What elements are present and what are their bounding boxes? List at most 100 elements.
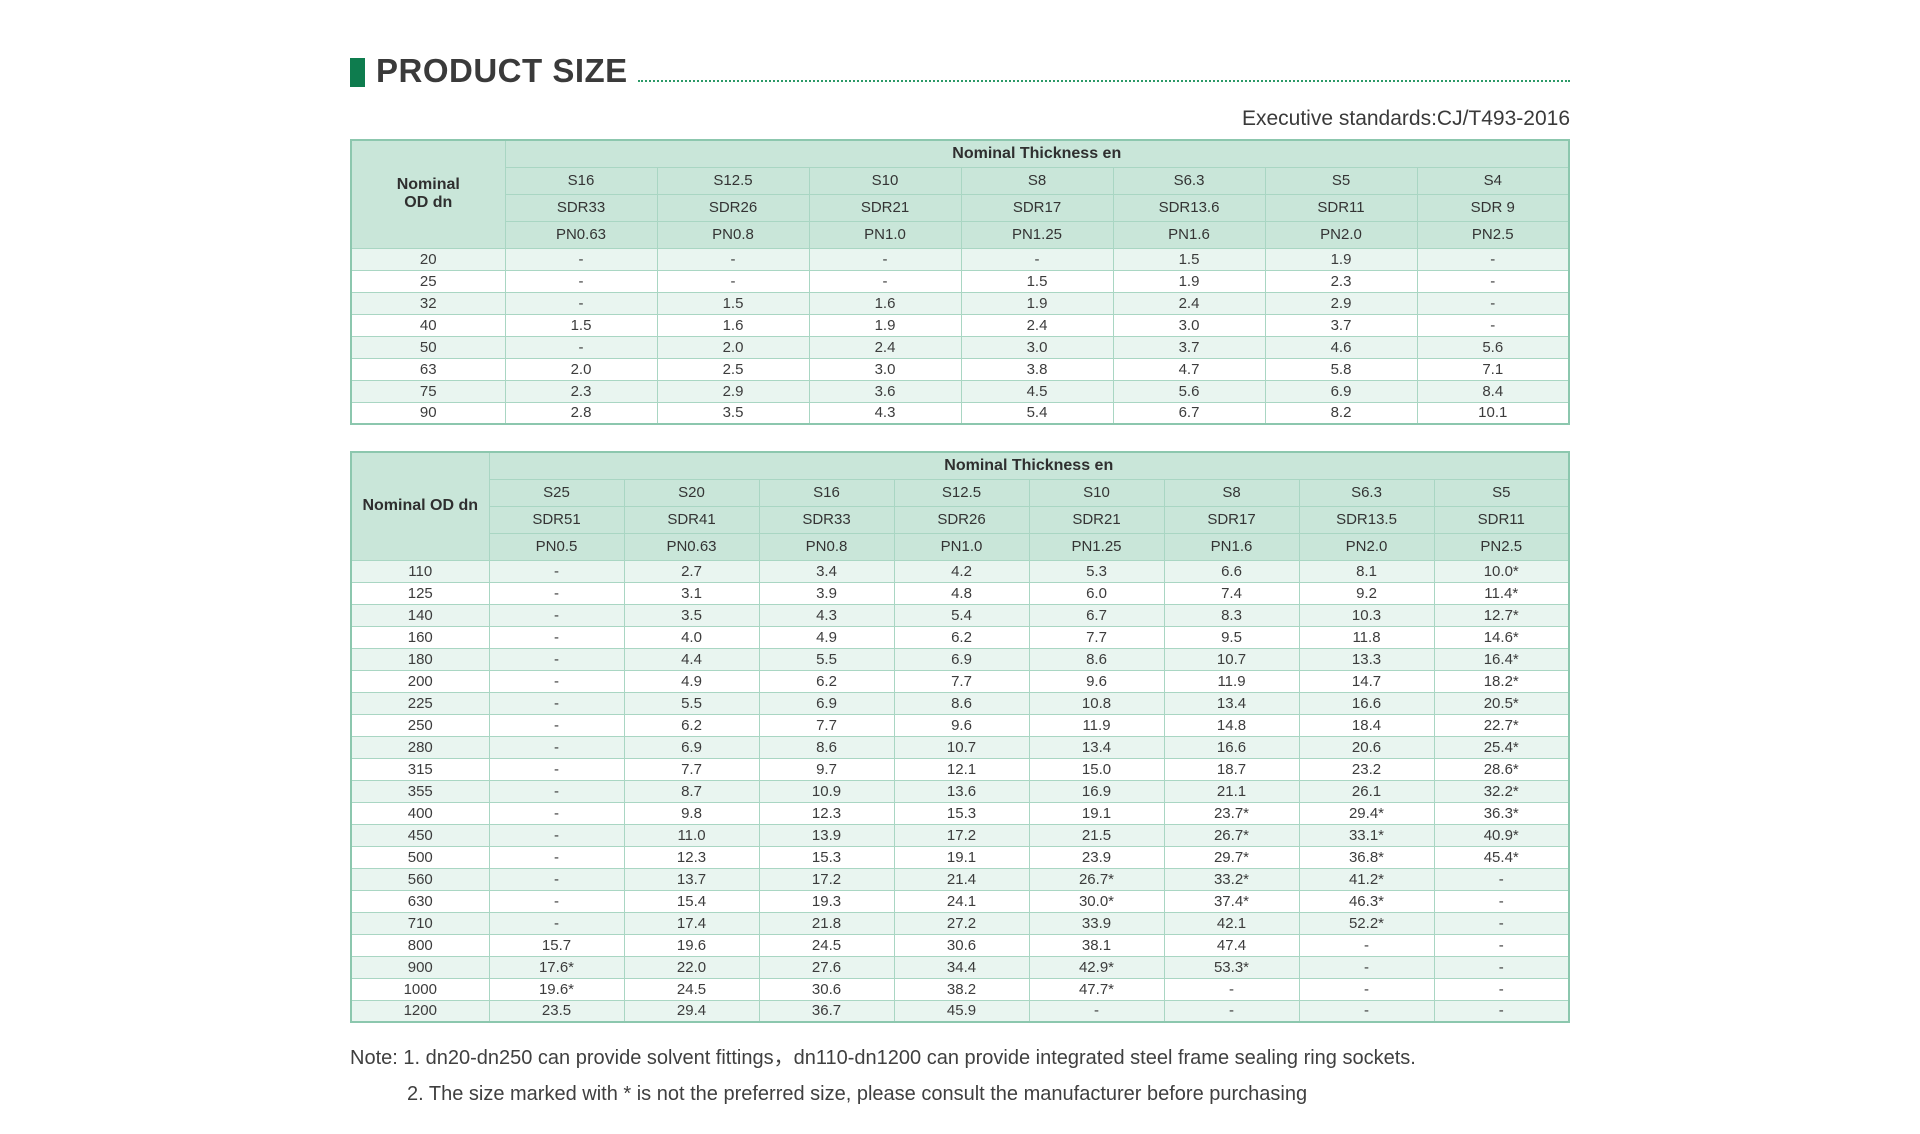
thickness-value-cell: - [1298, 933, 1435, 957]
column-header-sdr: SDR 9 [1416, 193, 1570, 222]
column-header-s: S16 [504, 166, 658, 195]
thickness-value-cell: - [488, 889, 625, 913]
column-header-sdr: SDR11 [1433, 505, 1570, 534]
thickness-value-cell: 13.4 [1028, 735, 1165, 759]
page-title: PRODUCT SIZE [376, 52, 628, 89]
row-header-dn: 40 [350, 313, 506, 337]
thickness-value-cell: 8.1 [1298, 559, 1435, 583]
thickness-value-cell: 11.0 [623, 823, 760, 847]
thickness-value-cell: - [504, 269, 658, 293]
thickness-value-cell: 5.6 [1416, 335, 1570, 359]
thickness-value-cell: 5.6 [1112, 379, 1266, 403]
thickness-value-cell: 7.4 [1163, 581, 1300, 605]
thickness-value-cell: - [960, 247, 1114, 271]
thickness-value-cell: - [488, 691, 625, 715]
thickness-value-cell: 5.8 [1264, 357, 1418, 381]
thickness-value-cell: 8.6 [1028, 647, 1165, 671]
thickness-value-cell: 3.9 [758, 581, 895, 605]
thickness-value-cell: 2.0 [504, 357, 658, 381]
row-header-dn: 63 [350, 357, 506, 381]
column-header-pn: PN0.8 [758, 532, 895, 561]
thickness-value-cell: 15.3 [893, 801, 1030, 825]
thickness-value-cell: 8.2 [1264, 401, 1418, 425]
thickness-value-cell: 21.5 [1028, 823, 1165, 847]
thickness-value-cell: 42.1 [1163, 911, 1300, 935]
thickness-value-cell: 17.6* [488, 955, 625, 979]
thickness-value-cell: 2.4 [808, 335, 962, 359]
row-header-dn: 50 [350, 335, 506, 359]
thickness-value-cell: 13.3 [1298, 647, 1435, 671]
thickness-value-cell: 2.0 [656, 335, 810, 359]
thickness-value-cell: 4.9 [623, 669, 760, 693]
thickness-value-cell: 17.4 [623, 911, 760, 935]
thickness-value-cell: 8.6 [758, 735, 895, 759]
thickness-value-cell: 37.4* [1163, 889, 1300, 913]
thickness-value-cell: 4.3 [758, 603, 895, 627]
thickness-value-cell: - [1416, 291, 1570, 315]
column-header-sdr: SDR17 [960, 193, 1114, 222]
thickness-value-cell: 7.1 [1416, 357, 1570, 381]
table-row: 90 2.8 3.5 4.3 5.4 6.7 8.2 10.1 [350, 401, 1570, 425]
thickness-value-cell: 17.2 [893, 823, 1030, 847]
thickness-value-cell: 21.4 [893, 867, 1030, 891]
table-row: 560-13.7 17.2 21.4 26.7* 33.2* 41.2* - [350, 867, 1570, 891]
table-row: 180-4.4 5.5 6.9 8.6 10.7 13.3 16.4* [350, 647, 1570, 671]
product-size-table-dn20-90: Nominal OD dn Nominal Thickness en S16 S12.5… [350, 139, 1570, 425]
thickness-value-cell: 36.8* [1298, 845, 1435, 869]
table-row: 355-8.7 10.9 13.6 16.9 21.1 26.1 32.2* [350, 779, 1570, 803]
table-row: 75 2.3 2.9 3.6 4.5 5.6 6.9 8.4 [350, 379, 1570, 403]
column-header-s: S6.3 [1112, 166, 1266, 195]
thickness-value-cell: 19.6* [488, 977, 625, 1001]
thickness-value-cell: 9.8 [623, 801, 760, 825]
column-header-pn: PN1.25 [960, 220, 1114, 249]
thickness-value-cell: - [504, 247, 658, 271]
column-header-pn: PN2.5 [1433, 532, 1570, 561]
span-header-nominal-thickness: Nominal Thickness en [488, 451, 1570, 480]
thickness-value-cell: 6.7 [1112, 401, 1266, 425]
row-header-dn: 225 [350, 691, 490, 715]
thickness-value-cell: 41.2* [1298, 867, 1435, 891]
thickness-value-cell: - [488, 581, 625, 605]
thickness-value-cell: 18.2* [1433, 669, 1570, 693]
thickness-value-cell: 5.5 [623, 691, 760, 715]
column-header-s: S10 [1028, 478, 1165, 507]
thickness-value-cell: 6.2 [893, 625, 1030, 649]
thickness-value-cell: - [1433, 933, 1570, 957]
thickness-value-cell: 17.2 [758, 867, 895, 891]
thickness-value-cell: - [504, 291, 658, 315]
thickness-value-cell: 9.6 [893, 713, 1030, 737]
thickness-value-cell: 24.5 [758, 933, 895, 957]
thickness-value-cell: 9.5 [1163, 625, 1300, 649]
thickness-value-cell: 33.1* [1298, 823, 1435, 847]
thickness-value-cell: 4.3 [808, 401, 962, 425]
thickness-value-cell: - [488, 845, 625, 869]
table-row: 500-12.3 15.3 19.1 23.9 29.7* 36.8* 45.4* [350, 845, 1570, 869]
thickness-value-cell: 11.9 [1028, 713, 1165, 737]
column-header-pn: PN1.0 [893, 532, 1030, 561]
thickness-value-cell: 12.7* [1433, 603, 1570, 627]
thickness-value-cell: 22.0 [623, 955, 760, 979]
column-header-sdr: SDR26 [893, 505, 1030, 534]
thickness-value-cell: 3.0 [1112, 313, 1266, 337]
thickness-value-cell: - [1298, 977, 1435, 1001]
row-header-dn: 140 [350, 603, 490, 627]
thickness-value-cell: 23.7* [1163, 801, 1300, 825]
thickness-value-cell: 12.1 [893, 757, 1030, 781]
column-header-pn: PN1.6 [1163, 532, 1300, 561]
column-header-s: S20 [623, 478, 760, 507]
table-row: 160-4.0 4.9 6.2 7.7 9.5 11.8 14.6* [350, 625, 1570, 649]
thickness-value-cell: 1.6 [808, 291, 962, 315]
corner-header-nominal-od: Nominal OD dn [350, 451, 490, 561]
thickness-value-cell: - [1163, 977, 1300, 1001]
column-header-sdr: SDR21 [1028, 505, 1165, 534]
row-header-dn: 250 [350, 713, 490, 737]
thickness-value-cell: 40.9* [1433, 823, 1570, 847]
table-row: 400-9.8 12.3 15.3 19.1 23.7* 29.4* 36.3* [350, 801, 1570, 825]
thickness-value-cell: 3.6 [808, 379, 962, 403]
thickness-value-cell: 4.8 [893, 581, 1030, 605]
thickness-value-cell: - [1433, 867, 1570, 891]
thickness-value-cell: 8.3 [1163, 603, 1300, 627]
row-header-dn: 500 [350, 845, 490, 869]
dotted-leader-line [637, 80, 1570, 82]
thickness-value-cell: - [1416, 247, 1570, 271]
